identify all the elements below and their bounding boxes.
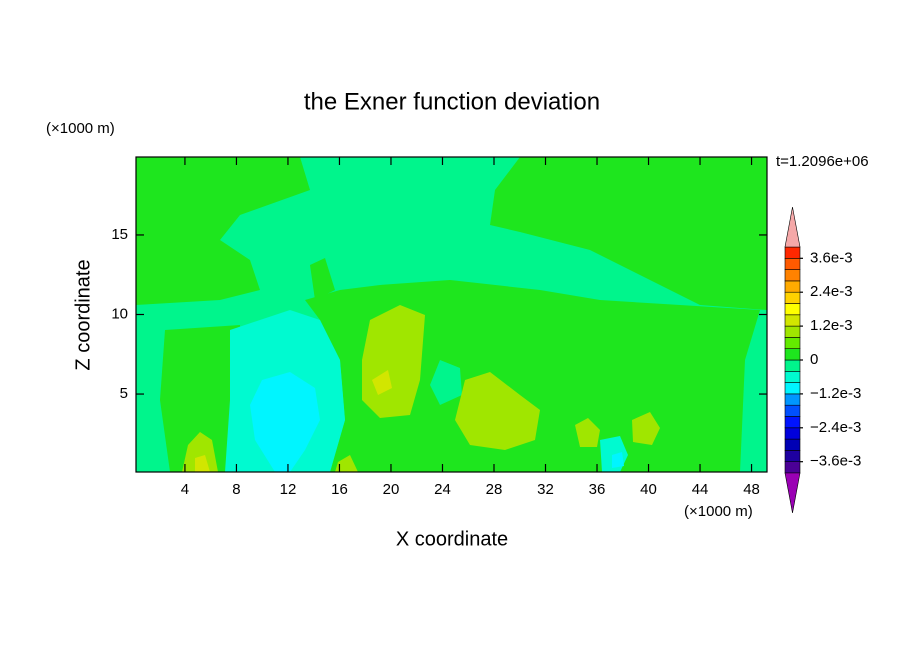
y-unit: (×1000 m) bbox=[46, 120, 115, 137]
colorbar-band bbox=[784, 348, 801, 361]
x-tick-label: 40 bbox=[640, 481, 657, 498]
contour-field bbox=[136, 157, 767, 472]
time-annotation: t=1.2096e+06 bbox=[776, 153, 869, 170]
colorbar-band bbox=[784, 382, 801, 395]
colorbar-tick-label: 2.4e-3 bbox=[810, 283, 853, 300]
x-tick-label: 28 bbox=[486, 481, 503, 498]
colorbar-band bbox=[784, 314, 801, 327]
x-tick-label: 32 bbox=[537, 481, 554, 498]
x-tick-label: 24 bbox=[434, 481, 451, 498]
colorbar-band bbox=[784, 257, 801, 270]
colorbar-band bbox=[784, 461, 801, 474]
x-tick-label: 20 bbox=[383, 481, 400, 498]
colorbar-band bbox=[784, 416, 801, 429]
colorbar-band bbox=[784, 370, 801, 383]
x-tick-label: 44 bbox=[692, 481, 709, 498]
x-tick-label: 8 bbox=[232, 481, 240, 498]
colorbar-tick-label: 3.6e-3 bbox=[810, 249, 853, 266]
x-tick-label: 4 bbox=[181, 481, 189, 498]
colorbar-tick-label: −3.6e-3 bbox=[810, 453, 861, 470]
colorbar-band bbox=[784, 337, 801, 349]
colorbar-band bbox=[784, 280, 801, 293]
y-tick-label: 5 bbox=[120, 385, 128, 402]
colorbar-band bbox=[784, 404, 801, 417]
colorbar-band bbox=[784, 246, 801, 259]
colorbar-band bbox=[784, 427, 801, 440]
y-tick-label: 10 bbox=[111, 305, 128, 322]
x-tick-label: 16 bbox=[331, 481, 348, 498]
colorbar-band bbox=[784, 359, 801, 372]
colorbar-band bbox=[784, 450, 801, 462]
x-tick-label: 48 bbox=[743, 481, 760, 498]
colorbar-tick-label: 1.2e-3 bbox=[810, 317, 853, 334]
colorbar-extend-high bbox=[784, 206, 801, 248]
y-tick-label: 15 bbox=[111, 226, 128, 243]
chart-title: the Exner function deviation bbox=[304, 88, 600, 115]
x-axis-label: X coordinate bbox=[396, 528, 508, 550]
colorbar-band bbox=[784, 325, 801, 338]
colorbar-band bbox=[784, 438, 801, 451]
colorbar-band bbox=[784, 393, 801, 406]
x-tick-label: 36 bbox=[589, 481, 606, 498]
x-unit: (×1000 m) bbox=[684, 503, 753, 520]
colorbar-band bbox=[784, 269, 801, 282]
colorbar-band bbox=[784, 303, 801, 316]
colorbar-tick-label: −1.2e-3 bbox=[810, 385, 861, 402]
y-axis-label: Z coordinate bbox=[72, 259, 94, 370]
colorbar-extend-low bbox=[784, 472, 801, 514]
colorbar-tick-label: 0 bbox=[810, 351, 818, 368]
colorbar-tick-label: −2.4e-3 bbox=[810, 419, 861, 436]
x-tick-label: 12 bbox=[280, 481, 297, 498]
colorbar-band bbox=[784, 291, 801, 304]
